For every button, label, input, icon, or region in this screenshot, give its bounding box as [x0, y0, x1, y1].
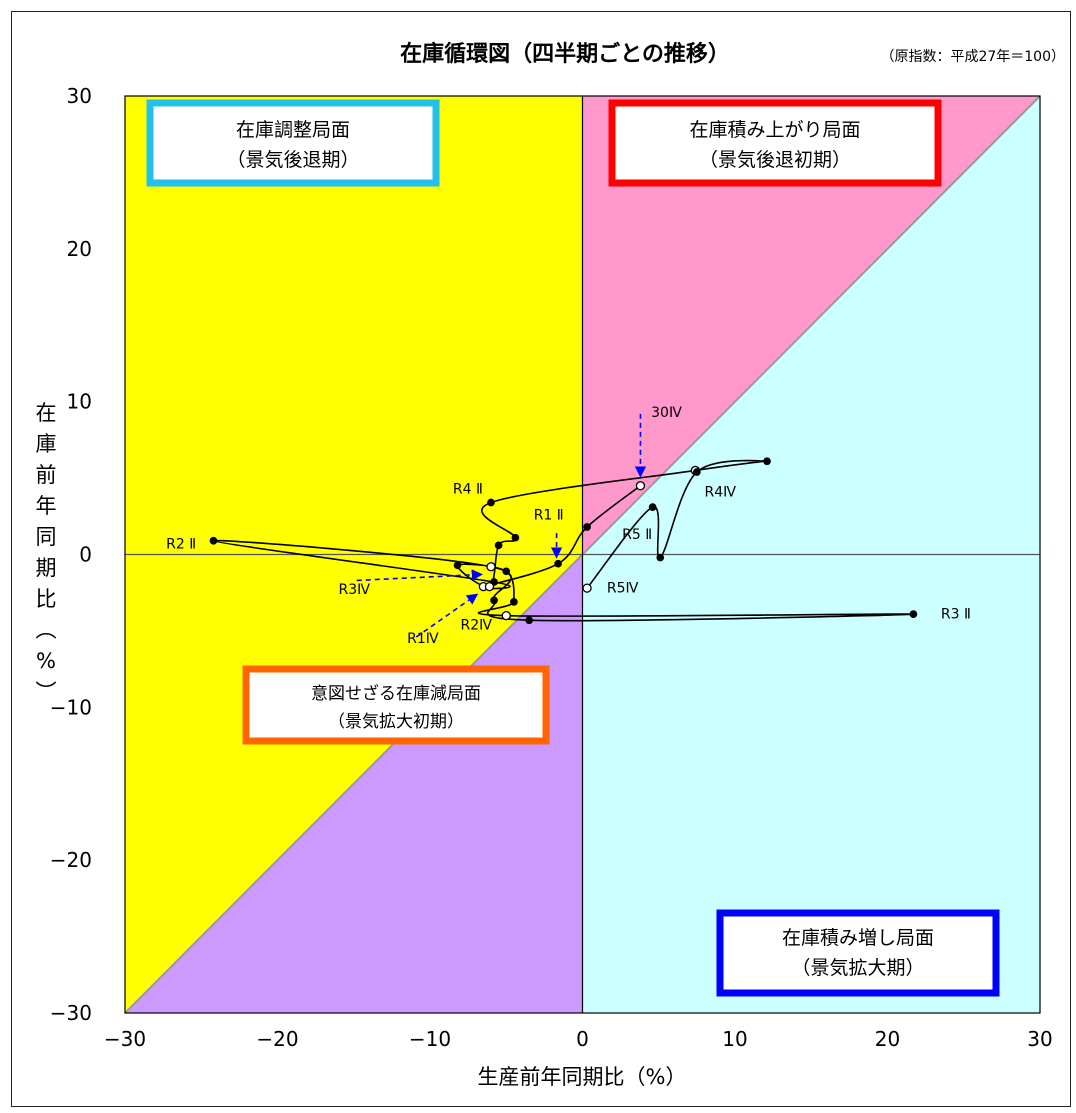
point-label: R4Ⅳ [705, 484, 737, 500]
phase-box-adjust-frame [146, 99, 440, 187]
quarter-point-open [484, 581, 495, 592]
quarter-point [583, 523, 591, 531]
quarter-point [209, 536, 218, 545]
x-tick-label: 0 [576, 1027, 589, 1051]
quarter-point [494, 541, 503, 550]
phase-box-unintended: 意図せざる在庫減局面 （景気拡大初期） [242, 665, 550, 745]
quarter-point [490, 596, 498, 605]
quarter-point [554, 559, 562, 568]
quarter-point [487, 498, 495, 507]
quarter-point [693, 468, 701, 476]
quarter-point [511, 533, 520, 542]
phase-box-unintended-line2: （景気拡大初期） [328, 712, 464, 732]
phase-box-build-line2: （景気拡大期） [791, 957, 924, 979]
y-axis-label-char: ︶ [36, 680, 57, 704]
y-tick-label: 20 [67, 237, 92, 261]
chart-title: 在庫循環図（四半期ごとの推移） [400, 41, 730, 67]
point-label: R5 Ⅱ [622, 527, 652, 543]
y-tick-label: −20 [50, 848, 92, 872]
phase-box-build-line1: 在庫積み増し局面 [782, 927, 934, 949]
point-label: 30Ⅳ [651, 405, 682, 421]
phase-boxes: 在庫調整局面 （景気後退期） 在庫積み上がり局面 （景気後退初期） 意図せざる在… [146, 99, 1000, 997]
x-tick-label: −30 [104, 1027, 146, 1051]
quarter-point [656, 553, 665, 562]
label-arrow [415, 593, 479, 638]
quarter-point [502, 567, 511, 576]
x-tick-label: 10 [722, 1027, 747, 1051]
quarter-point [648, 503, 657, 511]
y-tick-label: −30 [50, 1001, 92, 1025]
y-tick-label: 0 [79, 543, 92, 567]
x-axis-label: 生産前年同期比（%） [478, 1065, 687, 1089]
y-axis-label-char: % [36, 649, 56, 673]
quarter-point-open [635, 481, 646, 491]
label-arrow [356, 569, 483, 582]
y-tick-label: 10 [67, 390, 92, 414]
x-tick-label: 30 [1027, 1027, 1052, 1051]
quarter-point-open [582, 583, 592, 593]
series-line [212, 459, 915, 622]
point-label: R2Ⅳ [461, 617, 493, 633]
y-axis-label-char: 庫 [36, 432, 57, 456]
y-axis-label-char: 在 [36, 401, 57, 425]
y-axis-label-char: ︵ [36, 618, 57, 642]
y-axis-label: 在庫前年同期比 ︵% ︶ [36, 401, 57, 704]
point-label: R5Ⅳ [607, 581, 639, 597]
phase-box-build-frame [716, 909, 1000, 997]
phase-box-accumulate: 在庫積み上がり局面 （景気後退初期） [608, 99, 942, 187]
quarter-point-open [486, 562, 496, 572]
point-label: R2 Ⅱ [166, 536, 196, 552]
quarter-point [510, 598, 518, 606]
point-label: R4 Ⅱ [453, 481, 483, 497]
y-axis-label-char: 前 [36, 463, 57, 487]
point-label: R3Ⅳ [339, 582, 371, 598]
y-tick-label: 30 [67, 84, 92, 108]
quarter-point [909, 610, 918, 618]
quarter-point [453, 561, 462, 570]
point-label: R1Ⅳ [407, 631, 439, 647]
x-tick-label: −20 [256, 1027, 298, 1051]
quarter-point [763, 457, 771, 466]
quarter-point [525, 616, 533, 625]
phase-box-accumulate-line2: （景気後退初期） [699, 149, 851, 171]
phase-box-accumulate-line1: 在庫積み上がり局面 [689, 119, 860, 141]
x-tick-label: 20 [875, 1027, 900, 1051]
y-axis-label-char: 比 [36, 587, 57, 611]
phase-box-adjust-line2: （景気後退期） [226, 149, 359, 171]
phase-box-build: 在庫積み増し局面 （景気拡大期） [716, 909, 1000, 997]
point-label: R3 Ⅱ [941, 607, 971, 623]
y-axis-label-char: 年 [36, 494, 57, 518]
x-tick-label: −10 [409, 1027, 451, 1051]
chart-subtitle: （原指数：平成27年＝100） [880, 49, 1065, 65]
phase-box-adjust: 在庫調整局面 （景気後退期） [146, 99, 440, 187]
plot-border [124, 95, 1041, 1014]
phase-box-unintended-line1: 意図せざる在庫減局面 [311, 683, 481, 704]
phase-box-accumulate-frame [608, 99, 942, 187]
phase-box-unintended-frame [242, 665, 550, 745]
point-label: R1 Ⅱ [534, 507, 564, 523]
y-axis-label-char: 期 [36, 556, 57, 580]
quarter-point-open [501, 610, 511, 621]
plot-area [124, 95, 1041, 1014]
phase-box-adjust-line1: 在庫調整局面 [236, 119, 350, 141]
y-tick-label: −10 [50, 695, 92, 719]
y-axis-label-char: 同 [36, 525, 57, 549]
